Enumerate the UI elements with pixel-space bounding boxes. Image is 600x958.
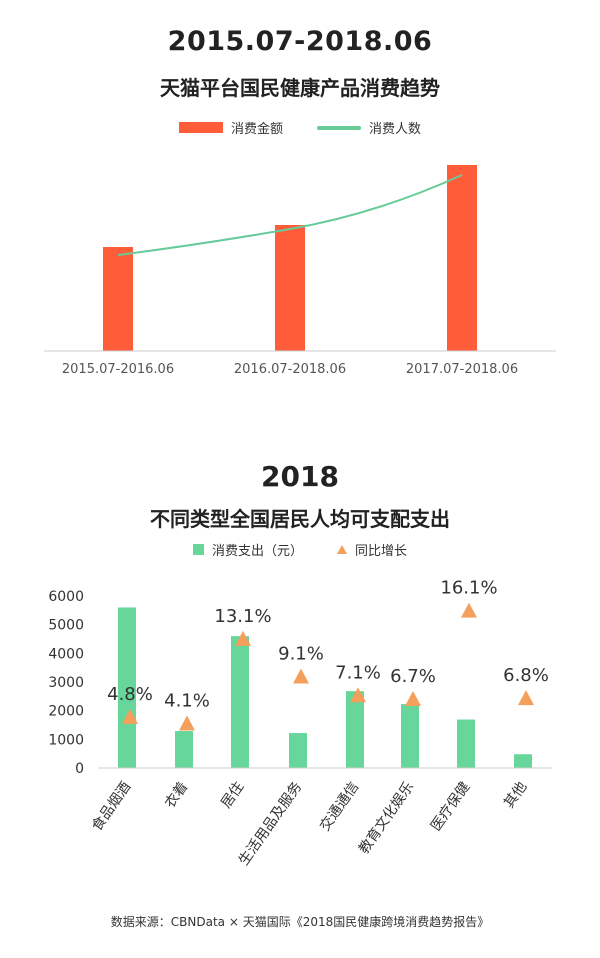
bar-8 xyxy=(514,754,532,768)
chart1-plot: 2015.07-2016.06 2016.07-2018.06 2017.07-20… xyxy=(44,165,556,377)
growth-label: 6.8% xyxy=(503,665,549,686)
legend-swatch-bar xyxy=(178,122,223,133)
y-tick-label: 2000 xyxy=(48,704,84,720)
x-tick-label: 生活用品及服务 xyxy=(236,779,305,868)
y-tick-label: 1000 xyxy=(48,732,84,748)
bar-7 xyxy=(457,719,475,768)
bar-5 xyxy=(346,691,364,768)
legend-swatch-triangle xyxy=(337,545,347,554)
bar-3 xyxy=(447,165,477,351)
chart2-subtitle: 不同类型全国居民人均可支配支出 xyxy=(150,507,450,531)
growth-label: 16.1% xyxy=(440,578,497,599)
growth-marker-7 xyxy=(461,602,477,618)
legend-item-growth: 同比增长 xyxy=(337,540,407,559)
growth-label: 9.1% xyxy=(278,643,324,664)
bar-2 xyxy=(175,731,193,768)
x-tick-label: 2015.07-2016.06 xyxy=(62,362,174,377)
legend-label-people: 消费人数 xyxy=(369,122,422,137)
x-tick-label: 交通通信 xyxy=(316,779,362,835)
legend-label-growth: 同比增长 xyxy=(355,544,408,559)
y-tick-label: 5000 xyxy=(48,618,84,634)
chart1-legend: 消费金额 消费人数 xyxy=(0,118,600,137)
chart2-plot: 0 1000 2000 3000 4000 5000 6000 4.8% 4.1% 13.1% 9.… xyxy=(48,578,552,869)
y-tick-label: 6000 xyxy=(48,589,84,605)
y-tick-label: 0 xyxy=(75,761,84,777)
bar-1 xyxy=(118,607,136,768)
bar-6 xyxy=(401,704,419,768)
x-tick-label: 2016.07-2018.06 xyxy=(234,362,346,377)
chart1-subtitle: 天猫平台国民健康产品消费趋势 xyxy=(160,76,440,100)
y-tick-label: 3000 xyxy=(48,675,84,691)
legend-swatch-square xyxy=(192,544,204,555)
growth-marker-4 xyxy=(293,668,309,684)
bar-4 xyxy=(289,733,307,768)
growth-label: 7.1% xyxy=(335,662,381,683)
bar-3 xyxy=(231,636,249,768)
legend-label-spending: 消费支出（元） xyxy=(211,544,303,559)
x-tick-label: 衣着 xyxy=(162,779,191,811)
growth-label: 6.7% xyxy=(390,666,436,687)
x-tick-label: 其他 xyxy=(501,779,530,811)
growth-marker-8 xyxy=(518,690,534,706)
growth-label: 4.8% xyxy=(107,684,153,705)
growth-label: 13.1% xyxy=(214,606,271,627)
y-tick-label: 4000 xyxy=(48,646,84,662)
growth-label: 4.1% xyxy=(164,690,210,711)
growth-marker-3 xyxy=(235,630,251,646)
x-tick-label: 医疗保健 xyxy=(428,779,473,834)
growth-marker-6 xyxy=(405,691,421,707)
legend-item-people: 消费人数 xyxy=(317,118,421,137)
bar-2 xyxy=(275,225,305,351)
x-tick-label: 居住 xyxy=(218,779,247,811)
growth-marker-5 xyxy=(350,687,366,703)
source-note: 数据来源：CBNData × 天猫国际《2018国民健康跨境消费趋势报告》 xyxy=(110,915,490,929)
chart2-title: 2018 xyxy=(261,460,339,493)
growth-marker-2 xyxy=(179,715,195,731)
bar-1 xyxy=(103,247,133,351)
x-tick-label: 2017.07-2018.06 xyxy=(406,362,518,377)
x-tick-label: 食品烟酒 xyxy=(88,779,134,835)
chart1-title: 2015.07-2018.06 xyxy=(167,26,433,57)
growth-marker-1 xyxy=(122,708,138,724)
legend-swatch-line xyxy=(317,125,361,130)
legend-item-spending: 消费支出（元） xyxy=(192,540,303,559)
legend-item-amount: 消费金额 xyxy=(178,118,283,137)
people-line xyxy=(117,174,463,256)
x-tick-label: 教育文化娱乐 xyxy=(356,779,417,857)
legend-label-amount: 消费金额 xyxy=(230,122,283,137)
chart2-legend: 消费支出（元） 同比增长 xyxy=(0,540,600,559)
